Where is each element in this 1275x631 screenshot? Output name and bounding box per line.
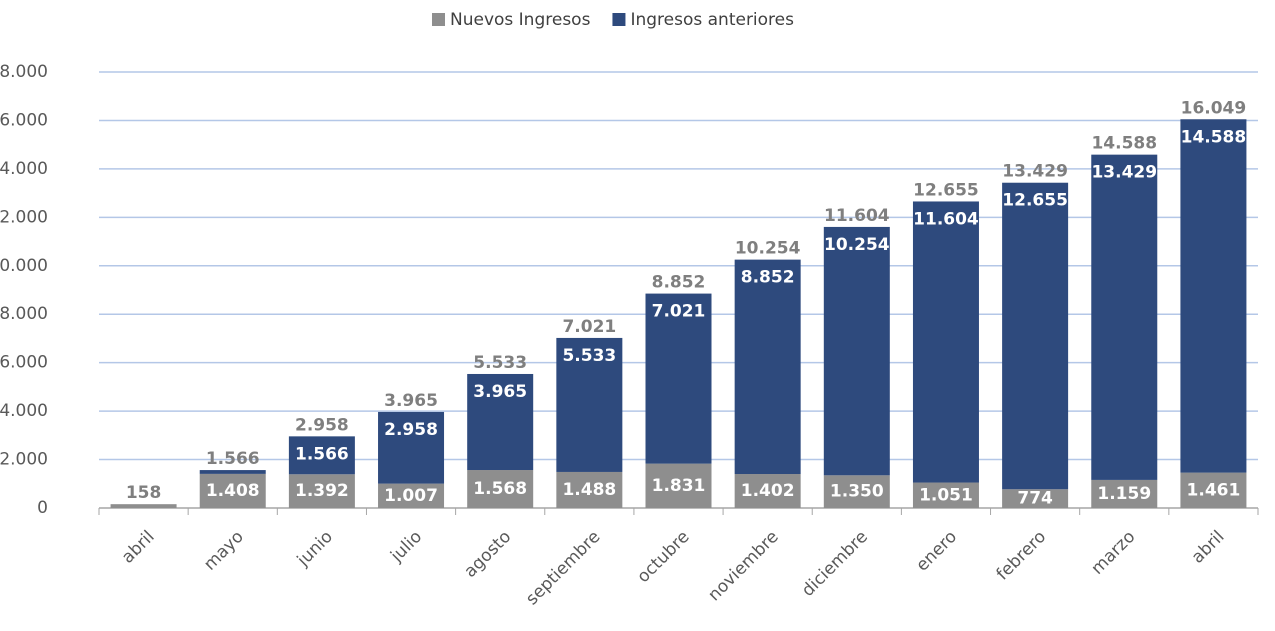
y-tick-label: 0 xyxy=(37,498,48,518)
y-tick-label: 18.000 xyxy=(0,62,48,82)
x-tick-label: noviembre xyxy=(704,527,782,605)
legend-label: Ingresos anteriores xyxy=(630,10,794,30)
bar-segment xyxy=(1002,182,1069,490)
x-tick-label: enero xyxy=(912,527,961,576)
data-label: 1.051 xyxy=(919,485,973,505)
bar-segment xyxy=(912,482,979,508)
x-tick-label: abril xyxy=(1188,527,1229,568)
data-label: 1.392 xyxy=(295,481,349,501)
total-label: 2.958 xyxy=(295,415,349,435)
y-tick-label: 6.000 xyxy=(0,353,48,373)
y-tick-label: 16.000 xyxy=(0,110,48,130)
bar-segment xyxy=(1091,479,1158,508)
data-label: 10.254 xyxy=(824,235,890,255)
total-label: 10.254 xyxy=(735,239,801,259)
data-label: 1.350 xyxy=(830,482,884,502)
y-tick-label: 12.000 xyxy=(0,207,48,227)
total-label: 3.965 xyxy=(384,391,438,411)
bar-segment xyxy=(1091,154,1158,480)
total-label: 14.588 xyxy=(1091,134,1157,154)
y-tick-label: 2.000 xyxy=(0,450,48,470)
y-tick-label: 8.000 xyxy=(0,304,48,324)
total-label: 16.049 xyxy=(1181,98,1247,118)
bar-segment xyxy=(1180,119,1247,473)
total-label: 8.852 xyxy=(652,273,706,293)
x-tick-label: abril xyxy=(118,527,159,568)
bar-segment xyxy=(912,201,979,483)
bar-segment xyxy=(556,471,623,508)
x-tick-label: julio xyxy=(386,527,426,567)
total-label: 158 xyxy=(126,483,162,503)
total-label: 7.021 xyxy=(562,317,616,337)
x-tick-label: febrero xyxy=(993,527,1051,585)
data-label: 12.655 xyxy=(1002,191,1068,211)
total-label: 13.429 xyxy=(1002,162,1068,182)
data-label: 1.831 xyxy=(652,476,706,496)
data-label: 1.408 xyxy=(206,481,260,501)
bar-segment xyxy=(734,474,801,508)
x-tick-label: mayo xyxy=(200,527,248,575)
data-label: 13.429 xyxy=(1091,163,1157,183)
data-label: 3.965 xyxy=(473,382,527,402)
bar-segment xyxy=(378,411,445,484)
bar-segment xyxy=(110,504,177,508)
bar-segment xyxy=(288,474,355,508)
total-label: 12.655 xyxy=(913,180,979,200)
x-tick-label: marzo xyxy=(1088,527,1140,579)
data-label: 5.533 xyxy=(562,346,616,366)
bar-segment xyxy=(1180,472,1247,508)
data-label: 1.568 xyxy=(473,479,527,499)
bar-segment xyxy=(823,475,890,508)
y-tick-label: 4.000 xyxy=(0,401,48,421)
data-label: 774 xyxy=(1017,489,1053,509)
data-label: 1.566 xyxy=(295,444,349,464)
x-tick-label: diciembre xyxy=(798,527,872,601)
data-label: 1.159 xyxy=(1097,484,1151,504)
bar-segment xyxy=(734,259,801,475)
bar-segment xyxy=(1002,489,1069,508)
data-label: 1.461 xyxy=(1187,480,1241,500)
x-tick-label: agosto xyxy=(460,527,515,582)
bar-segment xyxy=(645,293,712,464)
legend-label: Nuevos Ingresos xyxy=(450,10,591,30)
bar-segment xyxy=(556,337,623,472)
bar-segment xyxy=(467,373,534,471)
bar-segment xyxy=(823,226,890,476)
x-tick-label: octubre xyxy=(633,527,693,587)
bar-segment xyxy=(645,463,712,508)
data-label: 8.852 xyxy=(741,268,795,288)
total-label: 11.604 xyxy=(824,206,890,226)
bar-segment xyxy=(378,483,445,508)
bar-segment xyxy=(199,473,266,508)
legend-swatch xyxy=(432,13,445,26)
bar-segment xyxy=(199,470,266,474)
y-tick-label: 14.000 xyxy=(0,159,48,179)
x-tick-label: junio xyxy=(293,527,337,571)
y-tick-label: 10.000 xyxy=(0,256,48,276)
data-label: 1.402 xyxy=(741,481,795,501)
legend-swatch xyxy=(612,13,626,26)
total-label: 1.566 xyxy=(206,449,260,469)
bar-segment xyxy=(288,436,355,475)
data-label: 1.007 xyxy=(384,486,438,506)
data-label: 7.021 xyxy=(652,302,706,322)
data-label: 1.488 xyxy=(562,480,616,500)
x-tick-label: septiembre xyxy=(522,527,604,609)
data-label: 11.604 xyxy=(913,209,979,229)
data-label: 2.958 xyxy=(384,420,438,440)
data-label: 14.588 xyxy=(1181,127,1247,147)
bar-segment xyxy=(467,470,534,508)
total-label: 5.533 xyxy=(473,353,527,373)
